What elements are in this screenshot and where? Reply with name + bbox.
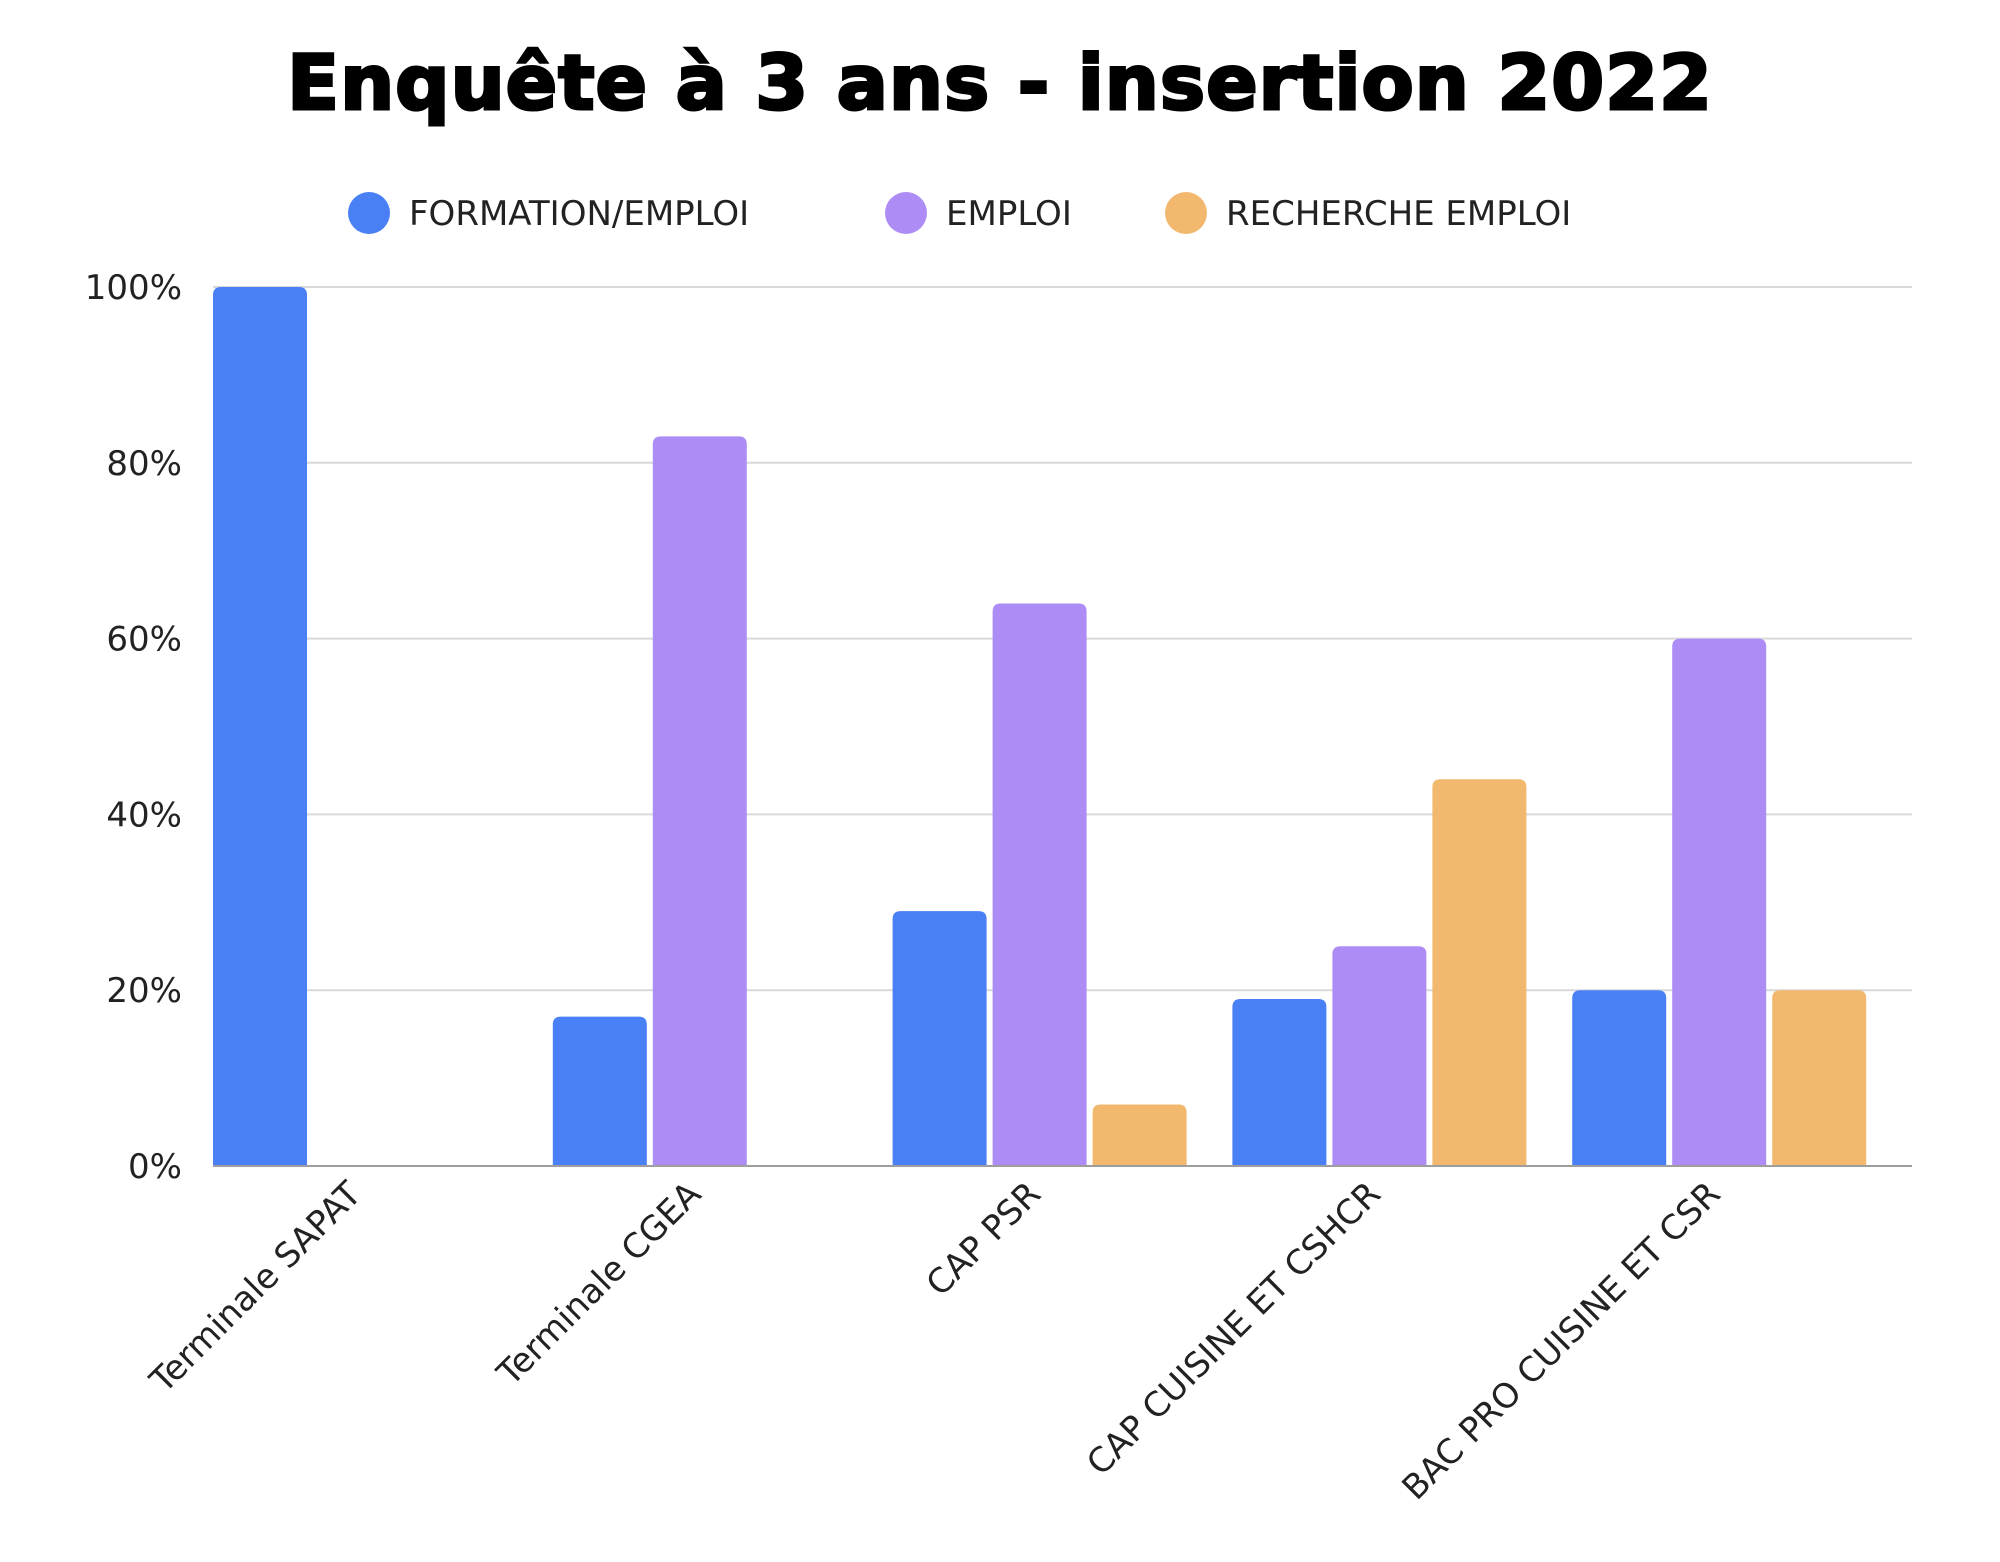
- x-category-label: Terminale CGEA: [489, 1174, 709, 1394]
- legend-marker: [885, 192, 927, 234]
- bar: [213, 287, 307, 1166]
- y-tick-label: 0%: [128, 1147, 182, 1187]
- legend-label: FORMATION/EMPLOI: [409, 194, 749, 234]
- x-category-label: BAC PRO CUISINE ET CSR: [1395, 1174, 1729, 1508]
- bar: [1432, 779, 1527, 1166]
- bar: [1572, 990, 1667, 1166]
- x-category-label: CAP CUISINE ET CSHCR: [1079, 1174, 1388, 1483]
- bar: [992, 603, 1087, 1166]
- bar: [1332, 946, 1427, 1166]
- bar: [892, 911, 987, 1166]
- legend-label: EMPLOI: [946, 194, 1072, 234]
- y-tick-label: 60%: [106, 620, 182, 660]
- x-category-label: Terminale SAPAT: [142, 1174, 370, 1402]
- bar: [1772, 990, 1867, 1166]
- x-axis: Terminale SAPAT Terminale CGEA CAP PSR CAP …: [142, 1165, 1912, 1508]
- bar: [1232, 998, 1327, 1166]
- y-axis: 0% 20% 40% 60% 80% 100%: [85, 268, 182, 1187]
- bar: [1092, 1104, 1187, 1166]
- chart-title: Enquête à 3 ans - insertion 2022: [286, 37, 1714, 129]
- legend: FORMATION/EMPLOI EMPLOI RECHERCHE EMPLOI: [348, 192, 1571, 234]
- y-tick-label: 20%: [106, 971, 182, 1011]
- legend-label: RECHERCHE EMPLOI: [1226, 194, 1571, 234]
- bars: [213, 287, 1867, 1166]
- legend-marker: [348, 192, 390, 234]
- bar: [552, 1016, 647, 1166]
- bar: [652, 436, 747, 1166]
- x-category-label: CAP PSR: [919, 1174, 1049, 1304]
- bar: [1672, 638, 1767, 1166]
- y-tick-label: 80%: [106, 444, 182, 484]
- y-tick-label: 40%: [106, 795, 182, 835]
- y-tick-label: 100%: [85, 268, 182, 308]
- legend-marker: [1165, 192, 1207, 234]
